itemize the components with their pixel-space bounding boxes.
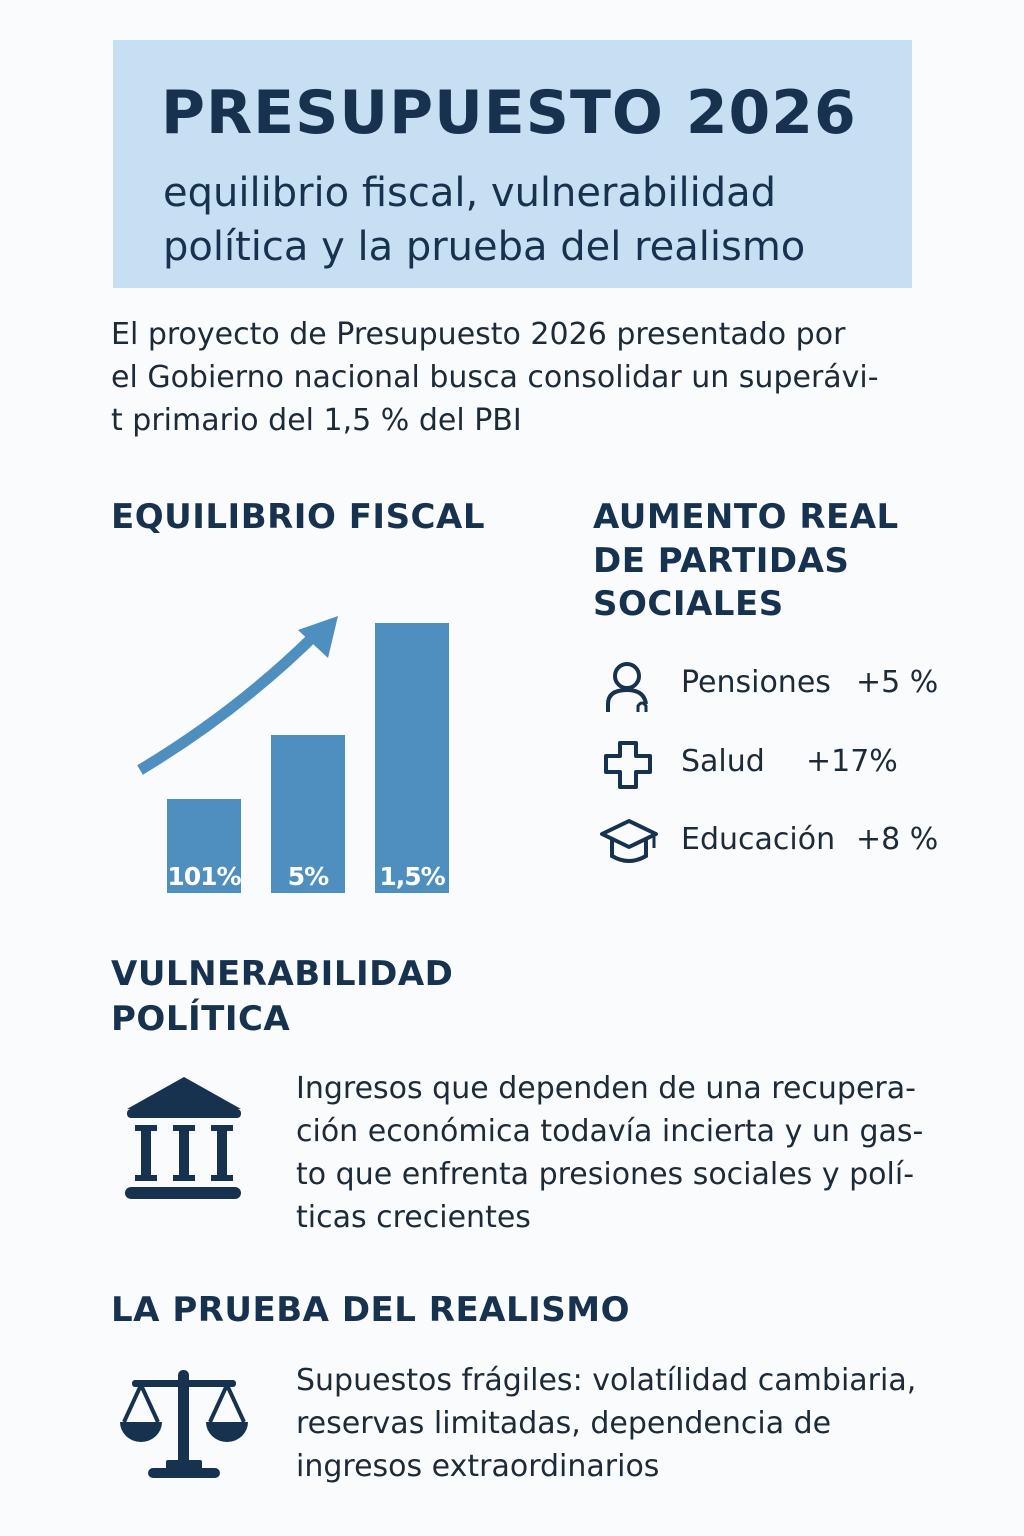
- realismo-text-line: Supuestos frágiles: volatílidad cambiari…: [296, 1363, 917, 1398]
- balance-scale-icon: [120, 1370, 248, 1478]
- social-heading-line: SOCIALES: [593, 584, 784, 624]
- realismo-text-line: ingresos extraordinarios: [296, 1449, 660, 1484]
- social-heading-line: DE PARTIDAS: [593, 541, 850, 581]
- vulnerabilidad-heading-line: POLÍTICA: [111, 999, 291, 1039]
- vulnerabilidad-heading-line: VULNERABILIDAD: [111, 954, 454, 994]
- trend-up-arrow-icon: [137, 616, 338, 775]
- bar-label: 5%: [287, 862, 329, 891]
- bar: 5%: [271, 735, 345, 893]
- fiscal-bar-chart: 101% 5% 1,5%: [120, 600, 480, 900]
- realismo-text-line: reservas limitadas, dependencia de: [296, 1406, 832, 1441]
- intro-line: t primario del 1,5 % del PBI: [111, 403, 522, 438]
- item-label: Educación: [681, 822, 836, 857]
- item-label: Pensiones: [681, 665, 831, 700]
- vulnerabilidad-text-line: ción económica todavía incierta y un gas…: [296, 1114, 924, 1149]
- realismo-heading: LA PRUEBA DEL REALISMO: [111, 1290, 631, 1330]
- vulnerabilidad-text-line: Ingresos que dependen de una recupera-: [296, 1071, 916, 1106]
- item-value: +5 %: [856, 665, 939, 700]
- intro-line: El proyecto de Presupuesto 2026 presenta…: [111, 317, 846, 352]
- medical-cross-icon: [604, 741, 652, 789]
- graduation-cap-icon: [600, 819, 658, 863]
- intro-line: el Gobierno nacional busca consolidar un…: [111, 360, 879, 395]
- bar: 1,5%: [375, 623, 449, 893]
- government-building-icon: [125, 1077, 241, 1199]
- vulnerabilidad-text-line: to que enfrenta presiones sociales y pol…: [296, 1157, 915, 1192]
- item-value: +8 %: [856, 822, 939, 857]
- social-heading-line: AUMENTO REAL: [593, 497, 899, 537]
- vulnerabilidad-text-line: ticas crecientes: [296, 1200, 531, 1235]
- bar-label: 101%: [167, 862, 241, 891]
- header-banner: PRESUPUESTO 2026 equilibrio fiscal, vuln…: [113, 40, 912, 288]
- equilibrio-heading: EQUILIBRIO FISCAL: [111, 497, 485, 537]
- person-icon: [606, 662, 648, 712]
- bar-label: 1,5%: [379, 862, 445, 891]
- page-title: PRESUPUESTO 2026: [161, 78, 857, 148]
- subtitle-line: equilibrio fiscal, vulnerabilidad: [163, 170, 776, 216]
- item-value: +17%: [806, 744, 898, 779]
- subtitle-line: política y la prueba del realismo: [163, 224, 806, 270]
- item-label: Salud: [681, 744, 765, 779]
- bar: 101%: [167, 799, 242, 893]
